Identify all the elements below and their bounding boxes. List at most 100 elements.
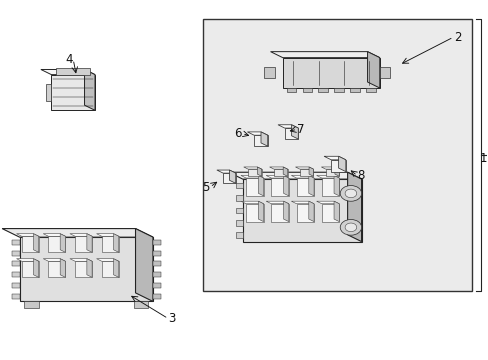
- Polygon shape: [261, 132, 267, 146]
- Polygon shape: [296, 178, 313, 196]
- Polygon shape: [334, 167, 339, 176]
- Text: 8: 8: [357, 169, 365, 182]
- Polygon shape: [333, 201, 339, 222]
- Polygon shape: [236, 195, 242, 201]
- Polygon shape: [96, 259, 119, 261]
- Polygon shape: [56, 68, 90, 75]
- Polygon shape: [153, 272, 161, 277]
- Polygon shape: [269, 167, 287, 169]
- Polygon shape: [223, 173, 235, 183]
- Polygon shape: [330, 160, 345, 172]
- Polygon shape: [102, 261, 119, 277]
- Polygon shape: [291, 175, 313, 178]
- Polygon shape: [379, 67, 389, 78]
- Polygon shape: [153, 240, 161, 245]
- Polygon shape: [153, 261, 161, 266]
- Polygon shape: [367, 51, 379, 88]
- Polygon shape: [254, 135, 267, 146]
- Polygon shape: [48, 261, 65, 277]
- Polygon shape: [264, 67, 274, 78]
- Polygon shape: [295, 167, 313, 169]
- Polygon shape: [153, 294, 161, 298]
- Polygon shape: [133, 301, 148, 308]
- Polygon shape: [366, 88, 375, 92]
- Polygon shape: [302, 88, 312, 92]
- Polygon shape: [245, 178, 263, 196]
- Polygon shape: [12, 283, 20, 288]
- Polygon shape: [299, 169, 313, 176]
- Polygon shape: [87, 259, 92, 277]
- Polygon shape: [241, 175, 263, 178]
- Polygon shape: [43, 259, 65, 261]
- Polygon shape: [60, 259, 65, 277]
- Polygon shape: [265, 201, 288, 204]
- Text: 1: 1: [478, 152, 486, 165]
- Polygon shape: [242, 179, 361, 242]
- Polygon shape: [12, 272, 20, 277]
- Polygon shape: [17, 234, 39, 236]
- Polygon shape: [12, 240, 20, 245]
- Polygon shape: [60, 234, 65, 252]
- Circle shape: [345, 223, 356, 231]
- Polygon shape: [258, 175, 263, 196]
- Text: 7: 7: [297, 123, 305, 136]
- Polygon shape: [286, 88, 296, 92]
- Circle shape: [345, 189, 356, 198]
- Polygon shape: [247, 169, 261, 176]
- Polygon shape: [273, 169, 287, 176]
- Polygon shape: [316, 175, 339, 178]
- Polygon shape: [296, 204, 313, 222]
- Polygon shape: [321, 178, 339, 196]
- Polygon shape: [271, 204, 288, 222]
- Polygon shape: [22, 236, 39, 252]
- Polygon shape: [70, 234, 92, 236]
- Polygon shape: [333, 175, 339, 196]
- Polygon shape: [236, 232, 242, 238]
- Polygon shape: [17, 259, 39, 261]
- Polygon shape: [283, 167, 287, 176]
- Polygon shape: [113, 234, 119, 252]
- Polygon shape: [243, 167, 261, 169]
- Polygon shape: [51, 75, 95, 111]
- Polygon shape: [283, 201, 288, 222]
- Polygon shape: [75, 236, 92, 252]
- Polygon shape: [70, 259, 92, 261]
- Polygon shape: [258, 201, 263, 222]
- Polygon shape: [349, 88, 359, 92]
- Polygon shape: [20, 237, 153, 301]
- Polygon shape: [241, 201, 263, 204]
- Bar: [203, 19, 471, 291]
- Polygon shape: [12, 294, 20, 298]
- Polygon shape: [2, 229, 153, 237]
- Polygon shape: [96, 234, 119, 236]
- Polygon shape: [271, 178, 288, 196]
- Polygon shape: [347, 172, 361, 242]
- Polygon shape: [34, 234, 39, 252]
- Text: 3: 3: [168, 312, 176, 325]
- Polygon shape: [257, 167, 261, 176]
- Text: 5: 5: [202, 181, 209, 194]
- Polygon shape: [291, 201, 313, 204]
- Polygon shape: [334, 88, 344, 92]
- Polygon shape: [102, 236, 119, 252]
- Polygon shape: [265, 175, 288, 178]
- Polygon shape: [153, 283, 161, 288]
- Polygon shape: [45, 84, 51, 102]
- Polygon shape: [308, 175, 313, 196]
- Polygon shape: [43, 234, 65, 236]
- Polygon shape: [22, 261, 39, 277]
- Polygon shape: [12, 251, 20, 256]
- Polygon shape: [308, 201, 313, 222]
- Polygon shape: [282, 58, 379, 88]
- Text: 6: 6: [234, 127, 242, 140]
- Text: 2: 2: [453, 31, 460, 44]
- Polygon shape: [236, 183, 242, 188]
- Polygon shape: [324, 156, 345, 160]
- Polygon shape: [12, 261, 20, 266]
- Polygon shape: [277, 125, 298, 128]
- Polygon shape: [153, 251, 161, 256]
- Polygon shape: [325, 169, 339, 176]
- Polygon shape: [338, 156, 345, 172]
- Circle shape: [340, 185, 361, 201]
- Polygon shape: [245, 204, 263, 222]
